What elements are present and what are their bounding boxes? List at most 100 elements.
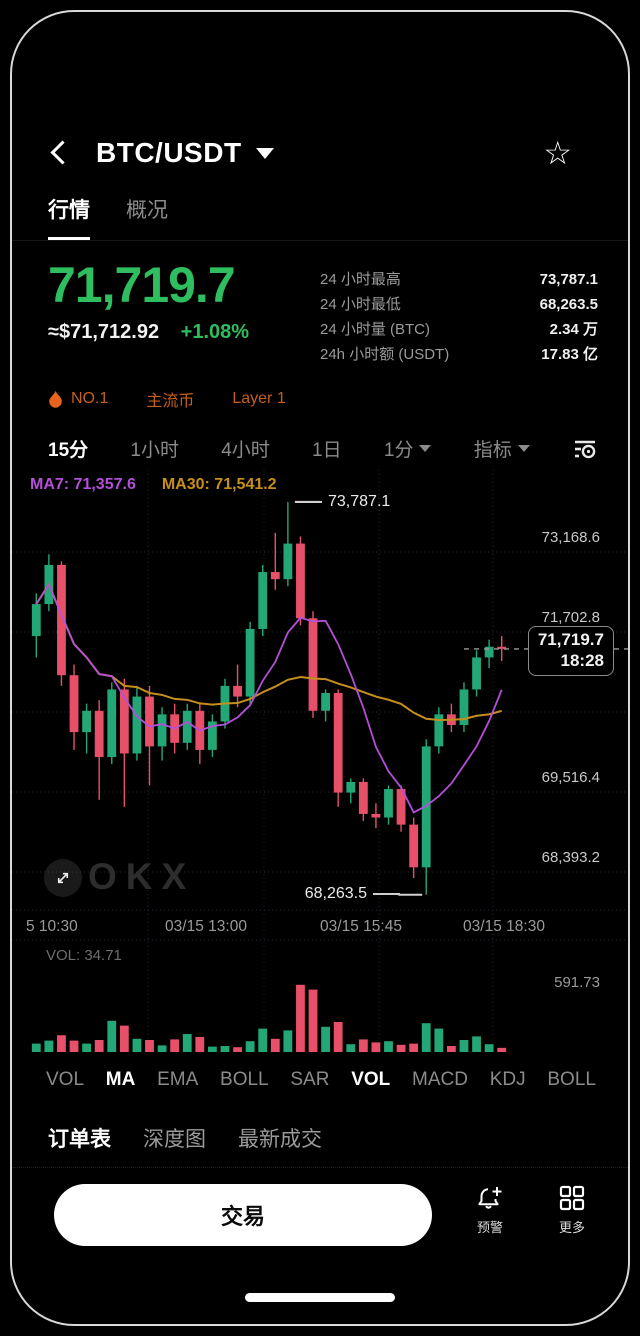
volume-bar xyxy=(409,1043,419,1052)
candle-body xyxy=(207,721,217,750)
indicator-vol[interactable]: VOL xyxy=(46,1069,85,1090)
volume-bar xyxy=(258,1028,268,1052)
pair-title[interactable]: BTC/USDT xyxy=(96,137,242,168)
indicator-sar[interactable]: SAR xyxy=(290,1069,330,1090)
last-price-tag-time: 18:28 xyxy=(560,651,604,670)
volume-bar xyxy=(371,1042,381,1052)
chart-settings-icon[interactable] xyxy=(572,436,598,462)
fullscreen-button[interactable] xyxy=(44,859,82,897)
volume-bar xyxy=(82,1043,92,1052)
volume-bar xyxy=(31,1043,41,1052)
volume-bar xyxy=(44,1040,54,1052)
candle-body xyxy=(57,564,66,676)
layer-badge[interactable]: Layer 1 xyxy=(232,390,286,407)
y-axis-label: 69,516.4 xyxy=(541,769,600,786)
x-axis-label: 5 10:30 xyxy=(26,918,78,935)
rank-badge[interactable]: NO.1 xyxy=(48,390,108,409)
volume-bar xyxy=(69,1040,79,1052)
candle-body xyxy=(258,572,268,629)
tf-15m[interactable]: 15分 xyxy=(48,440,89,461)
price-alert-button[interactable]: 预警 xyxy=(464,1184,516,1236)
volume-bar xyxy=(308,989,318,1052)
tab-overview[interactable]: 概况 xyxy=(126,199,168,222)
volume-bar xyxy=(472,1036,481,1052)
candle-body xyxy=(384,789,393,818)
timeframe-bar: 15分 1小时 4小时 1日 1分 指标 xyxy=(12,411,628,466)
dropdown-caret-icon xyxy=(517,445,530,452)
volume-bar xyxy=(107,1020,117,1052)
ma7-value: MA7: 71,357.6 xyxy=(30,476,136,493)
volume-bar xyxy=(283,1030,293,1052)
volume-bar xyxy=(296,984,305,1052)
volume-bar xyxy=(233,1047,242,1052)
candle-body xyxy=(107,689,117,758)
tab-depth-chart[interactable]: 深度图 xyxy=(143,1128,206,1151)
tf-1d[interactable]: 1日 xyxy=(312,440,342,461)
y-axis-label: 73,168.6 xyxy=(541,529,600,546)
candle-body xyxy=(484,646,494,658)
candle-body xyxy=(321,693,331,711)
volume-bar xyxy=(195,1037,205,1052)
indicator-kdj[interactable]: KDJ xyxy=(489,1069,526,1090)
volume-bar xyxy=(484,1044,494,1052)
category-badge[interactable]: 主流币 xyxy=(146,393,195,410)
grid-more-icon xyxy=(559,1185,585,1211)
volume-bar xyxy=(220,1046,230,1052)
candle-body xyxy=(94,710,104,758)
candle-body xyxy=(497,646,507,649)
volume-bar xyxy=(421,1023,431,1052)
volume-bar xyxy=(207,1046,217,1052)
back-button[interactable] xyxy=(48,140,74,166)
volume-bar xyxy=(333,1022,343,1052)
token-badges: NO.1 主流币 Layer 1 xyxy=(12,367,628,411)
tf-1h[interactable]: 1小时 xyxy=(130,440,179,461)
stat-row: 24 小时量 (BTC) 2.34 万 xyxy=(320,321,598,338)
indicator-ema[interactable]: EMA xyxy=(157,1069,199,1090)
indicator-dropdown[interactable]: 指标 xyxy=(474,435,530,462)
okx-watermark: OKX xyxy=(88,856,196,897)
chart-canvas[interactable] xyxy=(12,470,628,1055)
volume-bar xyxy=(119,1025,129,1052)
y-axis-label: 68,393.2 xyxy=(541,849,600,866)
favorite-star-icon[interactable]: ☆ xyxy=(543,135,572,171)
tab-quotes[interactable]: 行情 xyxy=(48,194,90,240)
tf-more-dropdown[interactable]: 1分 xyxy=(384,435,432,462)
tab-latest-trades[interactable]: 最新成交 xyxy=(238,1128,322,1151)
tf-4h[interactable]: 4小时 xyxy=(221,440,270,461)
indicator-boll[interactable]: BOLL xyxy=(220,1069,269,1090)
volume-bar xyxy=(157,1045,167,1052)
stat-row: 24h 小时额 (USDT) 17.83 亿 xyxy=(320,346,598,363)
candle-body xyxy=(233,685,242,697)
candle-body xyxy=(333,693,343,793)
candle-body xyxy=(119,689,129,754)
candle-body xyxy=(283,543,293,580)
indicator-boll2[interactable]: BOLL xyxy=(547,1069,596,1090)
candle-body xyxy=(358,781,368,814)
candle-body xyxy=(31,604,41,637)
indicator-ma[interactable]: MA xyxy=(105,1069,136,1090)
candle-body xyxy=(182,710,192,743)
bottom-action-bar: 交易 预警 xyxy=(12,1168,628,1246)
phone-frame: BTC/USDT ☆ 行情 概况 71,719.7 ≈$71,712.92 +1… xyxy=(10,10,630,1326)
stats-panel: 24 小时最高 73,787.1 24 小时最低 68,263.5 24 小时量… xyxy=(320,267,598,367)
trade-button[interactable]: 交易 xyxy=(54,1184,432,1246)
more-button[interactable]: 更多 xyxy=(546,1184,598,1236)
volume-bar xyxy=(132,1038,142,1052)
volume-legend: VOL: 34.71 xyxy=(46,947,122,964)
dropdown-caret-icon xyxy=(419,445,432,452)
tab-order-book[interactable]: 订单表 xyxy=(48,1128,111,1151)
candle-body xyxy=(346,781,356,793)
ma30-value: MA30: 71,541.2 xyxy=(161,476,277,493)
candle-body xyxy=(472,657,481,690)
candle-body xyxy=(434,714,444,747)
volume-bar xyxy=(459,1040,469,1052)
indicator-vol2[interactable]: VOL xyxy=(351,1069,391,1090)
y-axis-label: 71,702.8 xyxy=(541,609,600,626)
home-indicator[interactable] xyxy=(245,1293,395,1302)
volume-bar xyxy=(358,1039,368,1052)
annotation-dash xyxy=(373,893,400,895)
indicator-macd[interactable]: MACD xyxy=(412,1069,468,1090)
pair-dropdown-icon[interactable] xyxy=(255,147,274,159)
volume-bar xyxy=(446,1046,456,1052)
candle-body xyxy=(245,628,255,697)
